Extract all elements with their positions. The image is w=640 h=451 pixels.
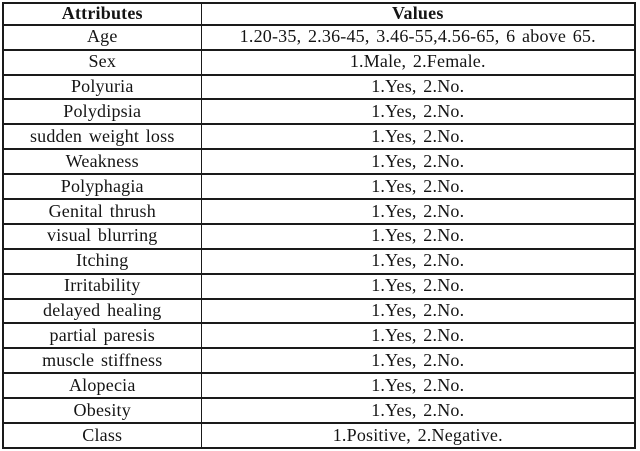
attribute-cell: Alopecia [2, 372, 202, 400]
values-cell: 1.Yes, 2.No. [200, 272, 636, 300]
attribute-cell: muscle stiffness [2, 347, 202, 375]
values-cell: 1.20-35, 2.36-45, 3.46-55,4.56-65, 6 abo… [200, 23, 636, 51]
table-row-weakness: Weakness 1.Yes, 2.No. [2, 148, 636, 176]
table-row-genital-thrush: Genital thrush 1.Yes, 2.No. [2, 198, 636, 225]
table-row-polyphagia: Polyphagia 1.Yes, 2.No. [2, 173, 636, 201]
attribute-cell: Itching [2, 247, 202, 275]
values-cell: 1.Yes, 2.No. [200, 198, 636, 225]
column-header-values: Values [200, 2, 636, 26]
values-cell: 1.Yes, 2.No. [200, 148, 636, 176]
attribute-cell: sudden weight loss [2, 123, 202, 151]
values-cell: 1.Yes, 2.No. [200, 322, 636, 350]
table-row-sex: Sex 1.Male, 2.Female. [2, 48, 636, 76]
column-header-attributes: Attributes [2, 2, 202, 26]
values-cell: 1.Positive, 2.Negative. [200, 422, 636, 449]
attribute-cell: Weakness [2, 148, 202, 176]
attribute-cell: Polyphagia [2, 173, 202, 201]
attribute-cell: Polydipsia [2, 98, 202, 126]
attribute-cell: delayed healing [2, 297, 202, 325]
table-row-age: Age 1.20-35, 2.36-45, 3.46-55,4.56-65, 6… [2, 23, 636, 51]
values-cell: 1.Yes, 2.No. [200, 347, 636, 375]
attribute-cell: visual blurring [2, 222, 202, 250]
table-row-polydipsia: Polydipsia 1.Yes, 2.No. [2, 98, 636, 126]
table-row-class: Class 1.Positive, 2.Negative. [2, 422, 636, 449]
table-row-obesity: Obesity 1.Yes, 2.No. [2, 397, 636, 425]
values-cell: 1.Yes, 2.No. [200, 173, 636, 201]
table-row-irritability: Irritability 1.Yes, 2.No. [2, 272, 636, 300]
values-cell: 1.Yes, 2.No. [200, 98, 636, 126]
attribute-cell: Polyuria [2, 73, 202, 101]
table-row-itching: Itching 1.Yes, 2.No. [2, 247, 636, 275]
table-row-partial-paresis: partial paresis 1.Yes, 2.No. [2, 322, 636, 350]
table-row-muscle-stiffness: muscle stiffness 1.Yes, 2.No. [2, 347, 636, 375]
attribute-cell: Sex [2, 48, 202, 76]
values-cell: 1.Yes, 2.No. [200, 297, 636, 325]
table-row-polyuria: Polyuria 1.Yes, 2.No. [2, 73, 636, 101]
values-cell: 1.Yes, 2.No. [200, 73, 636, 101]
table-header-row: Attributes Values [2, 2, 636, 26]
attribute-cell: Irritability [2, 272, 202, 300]
attribute-cell: Genital thrush [2, 198, 202, 225]
values-cell: 1.Male, 2.Female. [200, 48, 636, 76]
attribute-cell: Obesity [2, 397, 202, 425]
values-cell: 1.Yes, 2.No. [200, 397, 636, 425]
table-row-visual-blurring: visual blurring 1.Yes, 2.No. [2, 222, 636, 250]
values-cell: 1.Yes, 2.No. [200, 123, 636, 151]
values-cell: 1.Yes, 2.No. [200, 247, 636, 275]
values-cell: 1.Yes, 2.No. [200, 372, 636, 400]
values-cell: 1.Yes, 2.No. [200, 222, 636, 250]
table-row-sudden-weight-loss: sudden weight loss 1.Yes, 2.No. [2, 123, 636, 151]
attribute-cell: partial paresis [2, 322, 202, 350]
table-row-alopecia: Alopecia 1.Yes, 2.No. [2, 372, 636, 400]
attribute-cell: Class [2, 422, 202, 449]
attribute-cell: Age [2, 23, 202, 51]
table-row-delayed-healing: delayed healing 1.Yes, 2.No. [2, 297, 636, 325]
